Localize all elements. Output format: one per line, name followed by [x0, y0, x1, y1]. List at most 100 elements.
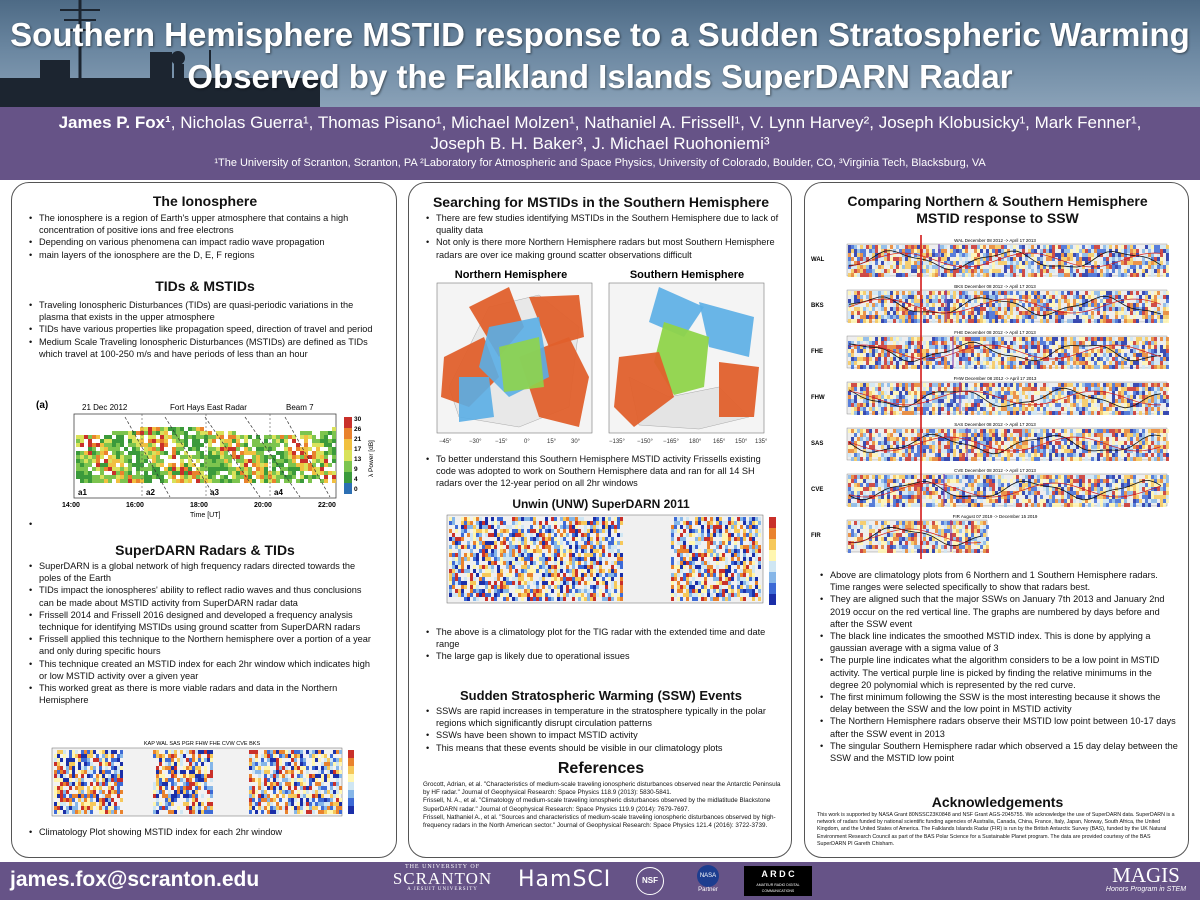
radar-cell: [977, 349, 980, 353]
rti-cell: [116, 435, 120, 439]
superdarn-title: SuperDARN Radars & TIDs: [115, 542, 295, 558]
rti-cell: [256, 451, 260, 455]
radar-cell: [1028, 307, 1031, 311]
radar-cell: [938, 365, 941, 369]
rti-cell: [272, 447, 276, 451]
unwin-cell: [470, 589, 473, 593]
radar-cell: [968, 345, 971, 349]
unwin-cell: [530, 549, 533, 553]
clim-cell: [321, 782, 324, 786]
radar-cell: [1004, 361, 1007, 365]
unwin-cell: [692, 577, 695, 581]
clim-cell: [57, 810, 60, 814]
radar-cell: [926, 265, 929, 269]
radar-cell: [983, 341, 986, 345]
rti-cell: [132, 431, 136, 435]
radar-cell: [1133, 273, 1136, 277]
radar-cell: [869, 269, 872, 273]
unwin-cell: [578, 581, 581, 585]
radar-cell: [911, 245, 914, 249]
unwin-cell: [455, 545, 458, 549]
unwin-cell: [455, 565, 458, 569]
clim-cell: [189, 758, 192, 762]
unwin-cell: [743, 549, 746, 553]
rti-cell: [180, 443, 184, 447]
rti-cell: [196, 443, 200, 447]
rti-cell: [236, 439, 240, 443]
clim-cell: [339, 790, 342, 794]
clim-cell: [327, 770, 330, 774]
rti-cell: [148, 435, 152, 439]
colorbar-segment: [348, 798, 354, 806]
radar-cell: [1013, 345, 1016, 349]
unwin-cell: [515, 521, 518, 525]
rti-cell: [120, 443, 124, 447]
unwin-cell: [758, 589, 761, 593]
clim-cell: [105, 778, 108, 782]
radar-cell: [968, 357, 971, 361]
radar-cell: [1040, 365, 1043, 369]
radar-cell: [1145, 273, 1148, 277]
clim-cell: [105, 806, 108, 810]
unwin-cell: [539, 533, 542, 537]
radar-cell: [992, 357, 995, 361]
unwin-cell: [506, 593, 509, 597]
radar-cell: [896, 291, 899, 295]
radar-cell: [1091, 341, 1094, 345]
clim-cell: [189, 774, 192, 778]
radar-cell: [875, 337, 878, 341]
rti-cell: [260, 443, 264, 447]
rti-cell: [300, 463, 304, 467]
radar-cell: [1049, 273, 1052, 277]
unwin-cell: [695, 537, 698, 541]
radar-cell: [1127, 315, 1130, 319]
clim-cell: [330, 758, 333, 762]
radar-cell: [1121, 315, 1124, 319]
unwin-cell: [479, 517, 482, 521]
clim-cell: [309, 750, 312, 754]
unwin-cell: [542, 525, 545, 529]
unwin-cell: [752, 565, 755, 569]
radar-cell: [848, 361, 851, 365]
unwin-cell: [470, 553, 473, 557]
radar-cell: [851, 341, 854, 345]
radar-cell: [992, 253, 995, 257]
clim-cell: [297, 774, 300, 778]
rti-cell: [80, 467, 84, 471]
radar-cell: [968, 273, 971, 277]
rti-cell: [308, 447, 312, 451]
unwin-cell: [671, 597, 674, 601]
radar-cell: [857, 311, 860, 315]
climatology-title: KAP WAL SAS PGR FHW FHE CVW CVE BKS: [144, 741, 261, 747]
clim-cell: [306, 774, 309, 778]
rti-cell: [272, 435, 276, 439]
unwin-cell: [713, 569, 716, 573]
unwin-cell: [620, 561, 623, 565]
radar-cell: [884, 353, 887, 357]
radar-cell: [1109, 253, 1112, 257]
clim-cell: [171, 794, 174, 798]
radar-cell: [1082, 265, 1085, 269]
radar-cell: [947, 315, 950, 319]
radar-cell: [1157, 291, 1160, 295]
unwin-cell: [743, 557, 746, 561]
radar-cell: [1148, 319, 1151, 323]
rti-cell: [100, 463, 104, 467]
radar-cell: [884, 365, 887, 369]
unwin-cell: [689, 533, 692, 537]
unwin-cell: [497, 517, 500, 521]
radar-cell: [1151, 273, 1154, 277]
unwin-cell: [470, 549, 473, 553]
unwin-cell: [452, 541, 455, 545]
rti-cell: [220, 479, 224, 483]
unwin-cell: [671, 585, 674, 589]
radar-cell: [914, 311, 917, 315]
rti-cell: [308, 479, 312, 483]
radar-cell: [926, 295, 929, 299]
rti-cell: [200, 431, 204, 435]
clim-cell: [153, 794, 156, 798]
radar-cell: [1043, 269, 1046, 273]
radar-cell: [1130, 365, 1133, 369]
radar-cell: [950, 261, 953, 265]
unwin-cell: [743, 529, 746, 533]
